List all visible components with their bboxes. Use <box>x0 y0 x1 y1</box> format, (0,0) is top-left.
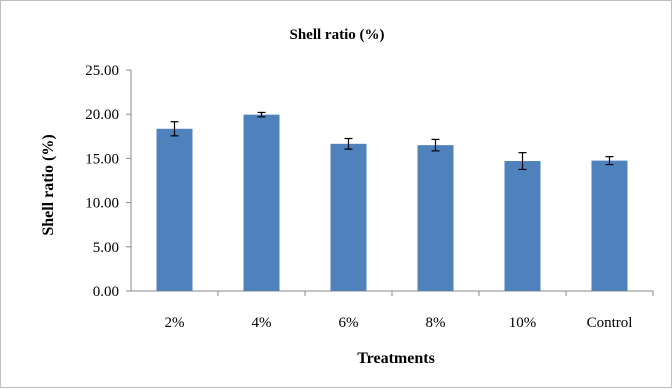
x-tick-label: 6% <box>339 315 359 331</box>
y-axis-title: Shell ratio (%) <box>40 134 57 235</box>
bar-6% <box>330 143 367 291</box>
x-tick-label: Control <box>587 315 633 331</box>
x-tick-label: 4% <box>252 315 272 331</box>
chart-title: Shell ratio (%) <box>290 27 385 43</box>
bar-10% <box>504 161 541 291</box>
plot-area: 0.00 5.00 10.00 15.00 20.00 25.00 2% 4% 6% 8% 10% C… <box>85 63 654 331</box>
x-tick-label: 10% <box>509 315 537 331</box>
y-tick-label: 0.00 <box>93 284 119 300</box>
bar-Control <box>591 160 628 291</box>
bar-8% <box>417 145 454 291</box>
bar-2% <box>156 128 193 291</box>
y-tick-label: 10.00 <box>85 196 119 212</box>
y-tick-label: 5.00 <box>93 240 119 256</box>
y-tick-label: 25.00 <box>85 63 119 79</box>
x-tick-label: 8% <box>426 315 446 331</box>
bar-4% <box>243 114 280 291</box>
y-tick-label: 15.00 <box>85 151 119 167</box>
x-tick-label: 2% <box>165 315 185 331</box>
y-tick-label: 20.00 <box>85 107 119 123</box>
x-axis-title: Treatments <box>357 350 435 367</box>
